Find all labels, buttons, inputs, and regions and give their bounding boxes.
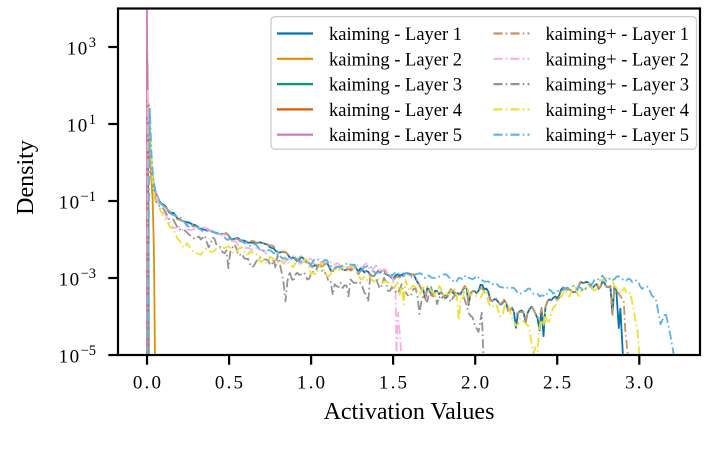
svg-text:kaiming - Layer 2: kaiming - Layer 2 — [329, 50, 462, 70]
svg-text:kaiming+ - Layer 5: kaiming+ - Layer 5 — [546, 126, 689, 146]
svg-text:2.0: 2.0 — [461, 373, 491, 394]
svg-text:kaiming - Layer 3: kaiming - Layer 3 — [329, 76, 462, 96]
svg-text:kaiming+ - Layer 1: kaiming+ - Layer 1 — [546, 25, 689, 45]
svg-text:1.5: 1.5 — [379, 373, 409, 394]
svg-text:kaiming+ - Layer 2: kaiming+ - Layer 2 — [546, 50, 689, 70]
svg-text:kaiming+ - Layer 3: kaiming+ - Layer 3 — [546, 76, 689, 96]
svg-text:3.0: 3.0 — [625, 373, 655, 394]
svg-text:Density: Density — [13, 140, 39, 215]
svg-text:2.5: 2.5 — [543, 373, 573, 394]
svg-text:0.0: 0.0 — [133, 373, 163, 394]
svg-text:Activation Values: Activation Values — [324, 399, 495, 425]
svg-text:0.5: 0.5 — [215, 373, 245, 394]
svg-text:1.0: 1.0 — [297, 373, 327, 394]
svg-text:kaiming - Layer 1: kaiming - Layer 1 — [329, 25, 462, 45]
svg-text:kaiming+ - Layer 4: kaiming+ - Layer 4 — [546, 101, 689, 121]
svg-text:kaiming - Layer 5: kaiming - Layer 5 — [329, 126, 462, 146]
svg-text:kaiming - Layer 4: kaiming - Layer 4 — [329, 101, 462, 121]
svg-text:10−5: 10−5 — [59, 343, 96, 368]
svg-text:10−1: 10−1 — [59, 189, 96, 214]
